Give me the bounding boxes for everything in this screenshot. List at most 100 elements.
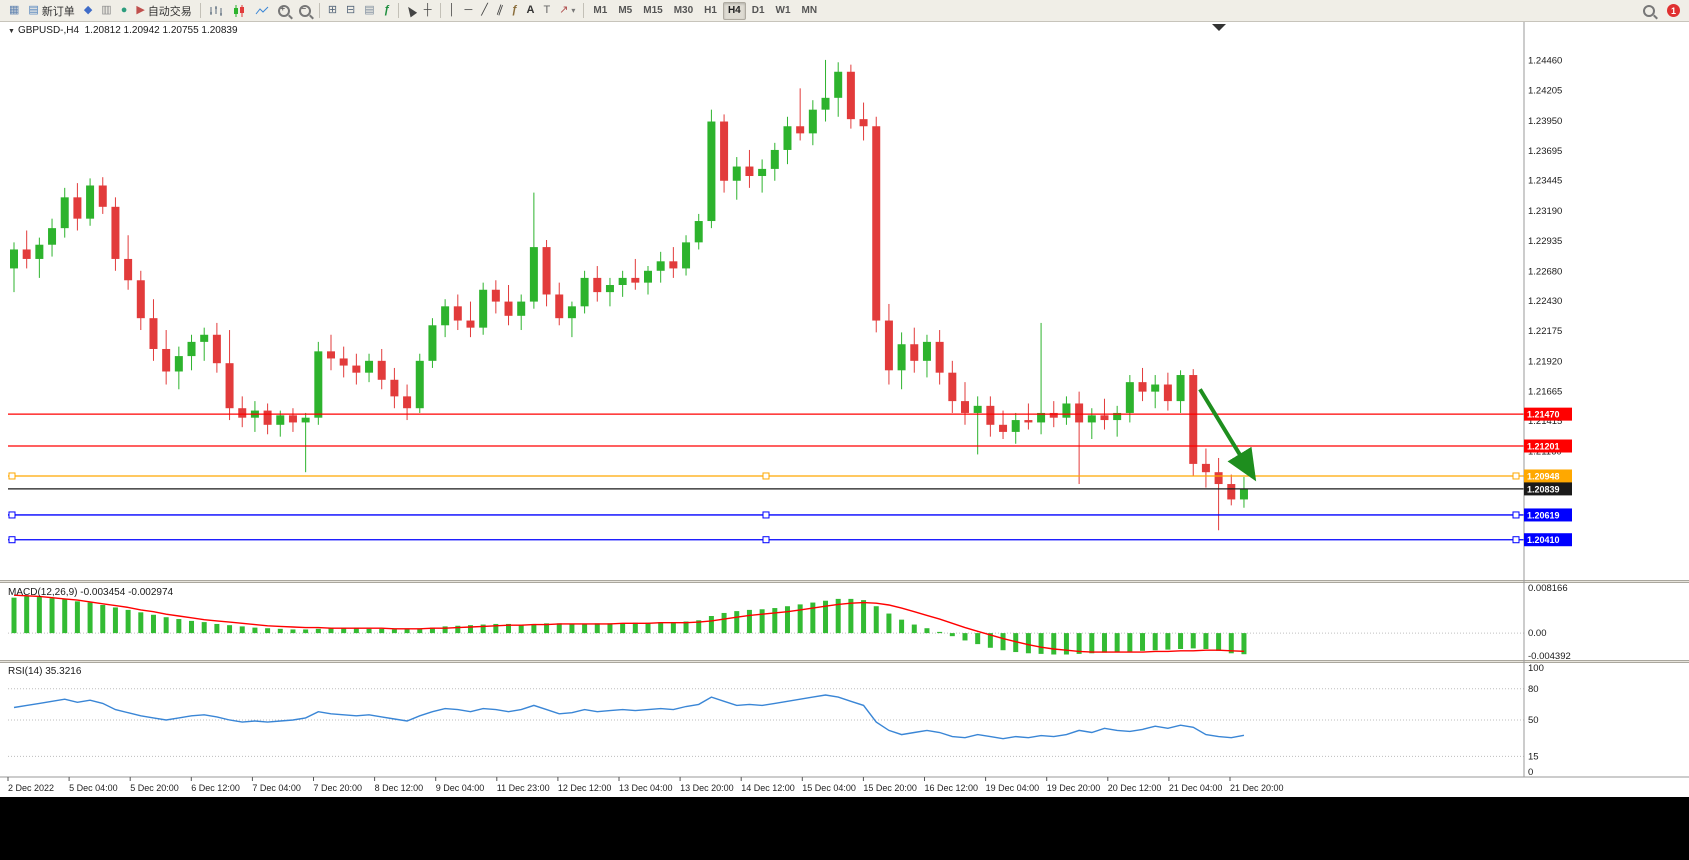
svg-text:7 Dec 04:00: 7 Dec 04:00: [252, 783, 301, 793]
svg-text:1.23190: 1.23190: [1528, 206, 1562, 217]
time-axis[interactable]: 2 Dec 2022 5 Dec 04:00 5 Dec 20:00 6 Dec 12…: [0, 776, 1689, 793]
svg-text:21 Dec 20:00: 21 Dec 20:00: [1230, 783, 1284, 793]
svg-text:1.20839: 1.20839: [1527, 484, 1560, 494]
svg-text:80: 80: [1528, 684, 1539, 695]
bar-chart-button[interactable]: [205, 1, 227, 21]
notification-badge[interactable]: 1: [1667, 4, 1680, 17]
svg-text:19 Dec 20:00: 19 Dec 20:00: [1047, 783, 1101, 793]
svg-text:7 Dec 20:00: 7 Dec 20:00: [314, 783, 363, 793]
metaquotes-icon: ◆: [83, 4, 93, 16]
panel-divider[interactable]: [0, 580, 1689, 583]
indicators-button[interactable]: ƒ: [380, 1, 394, 21]
macd-values: -0.003454 -0.002974: [80, 587, 174, 598]
metaquotes-button[interactable]: ◆: [80, 1, 96, 21]
price-badge: 1.20410: [1524, 533, 1572, 547]
text-button[interactable]: A: [523, 1, 539, 21]
price-badge: 1.20948: [1524, 469, 1572, 483]
new-order-button[interactable]: ▤ 新订单: [24, 1, 78, 21]
new-chart-button[interactable]: ▦: [5, 1, 23, 21]
rsi-label: RSI(14) 35.3216: [8, 666, 81, 677]
svg-text:1.22935: 1.22935: [1528, 236, 1562, 247]
zoom-in-button[interactable]: [274, 1, 294, 21]
svg-text:11 Dec 23:00: 11 Dec 23:00: [497, 783, 550, 793]
arrange-windows-button[interactable]: ▤: [360, 1, 378, 21]
channel-button[interactable]: ∥: [493, 1, 507, 21]
toolbar: ▦ ▤ 新订单 ◆ ▥ ● ▶ 自动交易: [0, 0, 1689, 22]
crosshair-button[interactable]: ┼: [420, 1, 436, 21]
panel-divider[interactable]: [0, 660, 1689, 663]
price-line-1.20410[interactable]: [8, 536, 1524, 544]
svg-text:1.24205: 1.24205: [1528, 86, 1562, 97]
line-handle[interactable]: [1512, 536, 1520, 544]
new-order-icon: ▤: [28, 4, 39, 16]
line-chart-icon: [255, 6, 269, 14]
line-handle[interactable]: [762, 472, 770, 480]
line-handle[interactable]: [762, 536, 770, 544]
svg-text:14 Dec 12:00: 14 Dec 12:00: [741, 783, 795, 793]
rsi-value: 35.3216: [45, 666, 82, 677]
svg-text:1.23445: 1.23445: [1528, 176, 1562, 187]
fibonacci-icon: ƒ: [511, 4, 518, 16]
svg-text:1.20948: 1.20948: [1527, 471, 1560, 481]
auto-trading-icon: ▶: [136, 4, 145, 16]
refresh-button[interactable]: ●: [117, 1, 132, 21]
new-order-label: 新订单: [41, 5, 75, 18]
macd-label: MACD(12,26,9) -0.003454 -0.002974: [8, 587, 173, 598]
candlestick-chart-button[interactable]: [228, 1, 250, 21]
down-arrow-annotation[interactable]: [1198, 388, 1257, 482]
cascade-windows-button[interactable]: ⊟: [342, 1, 359, 21]
line-handle[interactable]: [762, 511, 770, 519]
svg-text:5 Dec 20:00: 5 Dec 20:00: [130, 783, 179, 793]
svg-text:0.008166: 0.008166: [1528, 583, 1568, 594]
chart-shift-marker[interactable]: [1212, 24, 1226, 31]
line-handle[interactable]: [1512, 472, 1520, 480]
horizontal-line-button[interactable]: ─: [460, 1, 476, 21]
line-handle[interactable]: [8, 472, 16, 480]
collapse-icon[interactable]: ▼: [8, 28, 15, 35]
tile-windows-button[interactable]: ⊞: [324, 1, 341, 21]
vertical-line-button[interactable]: │: [445, 1, 460, 21]
chart-title: ▼ GBPUSD-,H4 1.20812 1.20942 1.20755 1.20…: [8, 25, 238, 36]
timeframe-m30-button[interactable]: M30: [673, 5, 694, 16]
price-line-1.20619[interactable]: [8, 511, 1524, 519]
timeframe-d1-button[interactable]: D1: [751, 5, 765, 16]
fibonacci-button[interactable]: ƒ: [507, 1, 521, 21]
svg-text:1.20619: 1.20619: [1527, 510, 1560, 520]
zoom-in-icon: [277, 4, 290, 17]
search-icon: [1643, 4, 1655, 17]
svg-text:15: 15: [1528, 751, 1539, 762]
auto-trading-button[interactable]: ▶ 自动交易: [132, 1, 195, 21]
search-button[interactable]: [1639, 1, 1659, 21]
toolbar-separator: [583, 3, 585, 18]
svg-text:1.21920: 1.21920: [1528, 356, 1562, 367]
text-icon: A: [526, 4, 535, 16]
timeframe-w1-button[interactable]: W1: [775, 5, 791, 16]
channel-icon: ∥: [495, 3, 505, 17]
svg-text:1.21415: 1.21415: [1528, 416, 1562, 427]
text-label-icon: T: [543, 4, 551, 16]
timeframe-m5-button[interactable]: M5: [618, 5, 633, 16]
svg-text:13 Dec 20:00: 13 Dec 20:00: [680, 783, 734, 793]
timeframe-m1-button[interactable]: M1: [593, 5, 608, 16]
line-handle[interactable]: [8, 511, 16, 519]
svg-text:1.21665: 1.21665: [1528, 387, 1562, 398]
zoom-out-button[interactable]: [295, 1, 315, 21]
svg-text:20 Dec 12:00: 20 Dec 12:00: [1108, 783, 1162, 793]
profiles-button[interactable]: ▥: [97, 1, 115, 21]
text-label-button[interactable]: T: [539, 1, 554, 21]
timeframe-h4-button[interactable]: H4: [722, 1, 746, 20]
trendline-button[interactable]: ╱: [477, 1, 492, 21]
macd-signal-line: [13, 594, 1244, 653]
cursor-button[interactable]: [403, 1, 419, 21]
timeframe-m15-button[interactable]: M15: [643, 5, 663, 16]
price-line-1.20948[interactable]: [8, 472, 1524, 480]
rsi-panel: [8, 688, 1524, 757]
line-chart-button[interactable]: [251, 1, 273, 21]
line-handle[interactable]: [1512, 511, 1520, 519]
arrows-tool-button[interactable]: ↗ ▾: [555, 1, 579, 21]
timeframe-mn-button[interactable]: MN: [801, 5, 818, 16]
line-handle[interactable]: [8, 536, 16, 544]
timeframe-h1-button[interactable]: H1: [704, 5, 717, 16]
svg-text:15 Dec 04:00: 15 Dec 04:00: [802, 783, 856, 793]
